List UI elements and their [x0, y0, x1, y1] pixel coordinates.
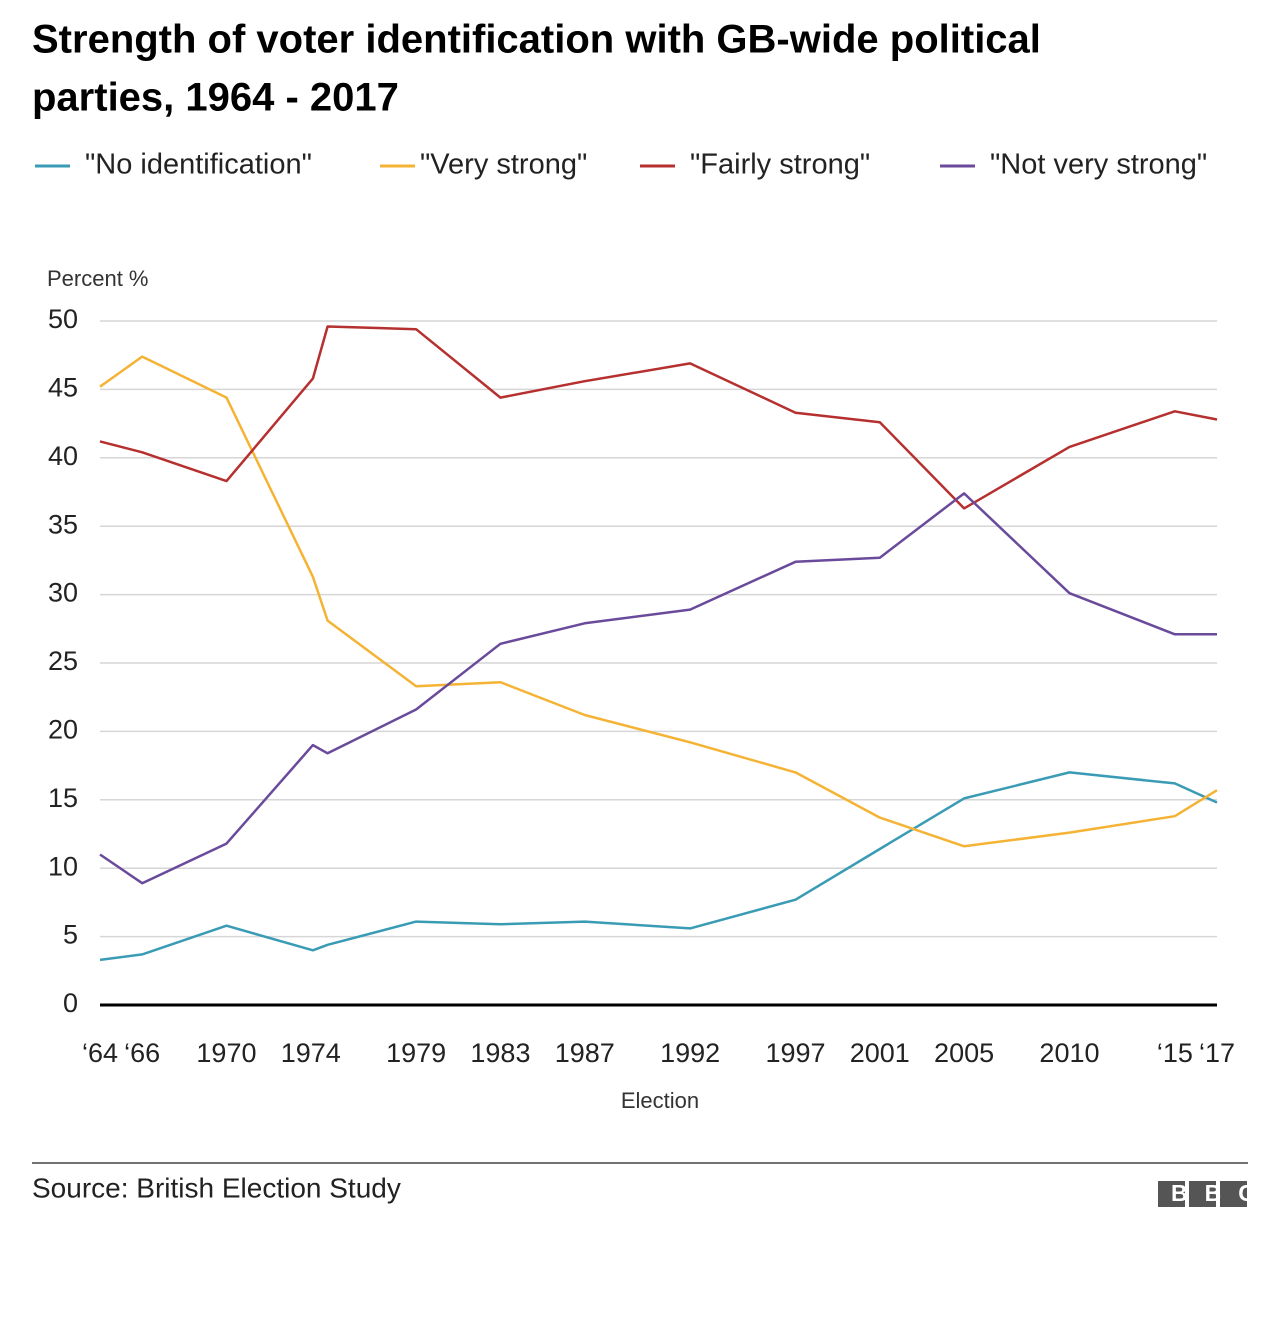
- y-tick-label: 20: [48, 715, 78, 745]
- logo-box: [1158, 1181, 1185, 1207]
- x-tick-label: 1992: [660, 1038, 720, 1068]
- x-tick-label: ‘15: [1157, 1038, 1193, 1068]
- y-tick-label: 0: [63, 988, 78, 1018]
- logo: BBC: [1158, 1180, 1272, 1207]
- y-tick-label: 15: [48, 783, 78, 813]
- logo-text: BBC: [1171, 1180, 1272, 1206]
- y-tick-label: 5: [63, 920, 78, 950]
- legend-label: "No identification": [85, 149, 312, 181]
- x-tick-label: 2001: [850, 1038, 910, 1068]
- y-tick-label: 50: [48, 304, 78, 334]
- logo-box: [1220, 1181, 1247, 1207]
- x-tick-label: ‘64: [82, 1038, 118, 1068]
- y-tick-label: 45: [48, 373, 78, 403]
- y-tick-label: 40: [48, 441, 78, 471]
- y-tick-label: 35: [48, 509, 78, 539]
- y-tick-label: 10: [48, 851, 78, 881]
- x-tick-label: 2005: [934, 1038, 994, 1068]
- legend-label: "Not very strong": [990, 149, 1207, 181]
- x-tick-label: 1970: [196, 1038, 256, 1068]
- legend-label: "Fairly strong": [690, 149, 870, 181]
- data-line: [99, 325, 1218, 510]
- chart-title: parties, 1964 - 2017: [32, 76, 399, 120]
- data-line: [99, 355, 1218, 848]
- data-line: [99, 492, 1217, 885]
- x-tick-label: 1983: [470, 1038, 530, 1068]
- source: Source: British Election Study: [32, 1172, 401, 1203]
- x-tick-label: 1974: [281, 1038, 341, 1068]
- x-tick-label: 2010: [1039, 1038, 1099, 1068]
- chart-title: Strength of voter identification with GB…: [32, 18, 1041, 62]
- data-line: [99, 771, 1218, 962]
- x-tick-label: 1979: [386, 1038, 446, 1068]
- x-tick-label: ‘17: [1199, 1038, 1235, 1068]
- y-tick-label: 30: [48, 578, 78, 608]
- legend-label: "Very strong": [420, 149, 587, 181]
- logo-box: [1189, 1181, 1216, 1207]
- x-axis-label: Election: [621, 1088, 699, 1113]
- x-tick-label: 1997: [765, 1038, 825, 1068]
- y-axis-label: Percent %: [47, 266, 149, 291]
- x-tick-label: 1987: [555, 1038, 615, 1068]
- y-tick-label: 25: [48, 646, 78, 676]
- x-tick-label: ‘66: [124, 1038, 160, 1068]
